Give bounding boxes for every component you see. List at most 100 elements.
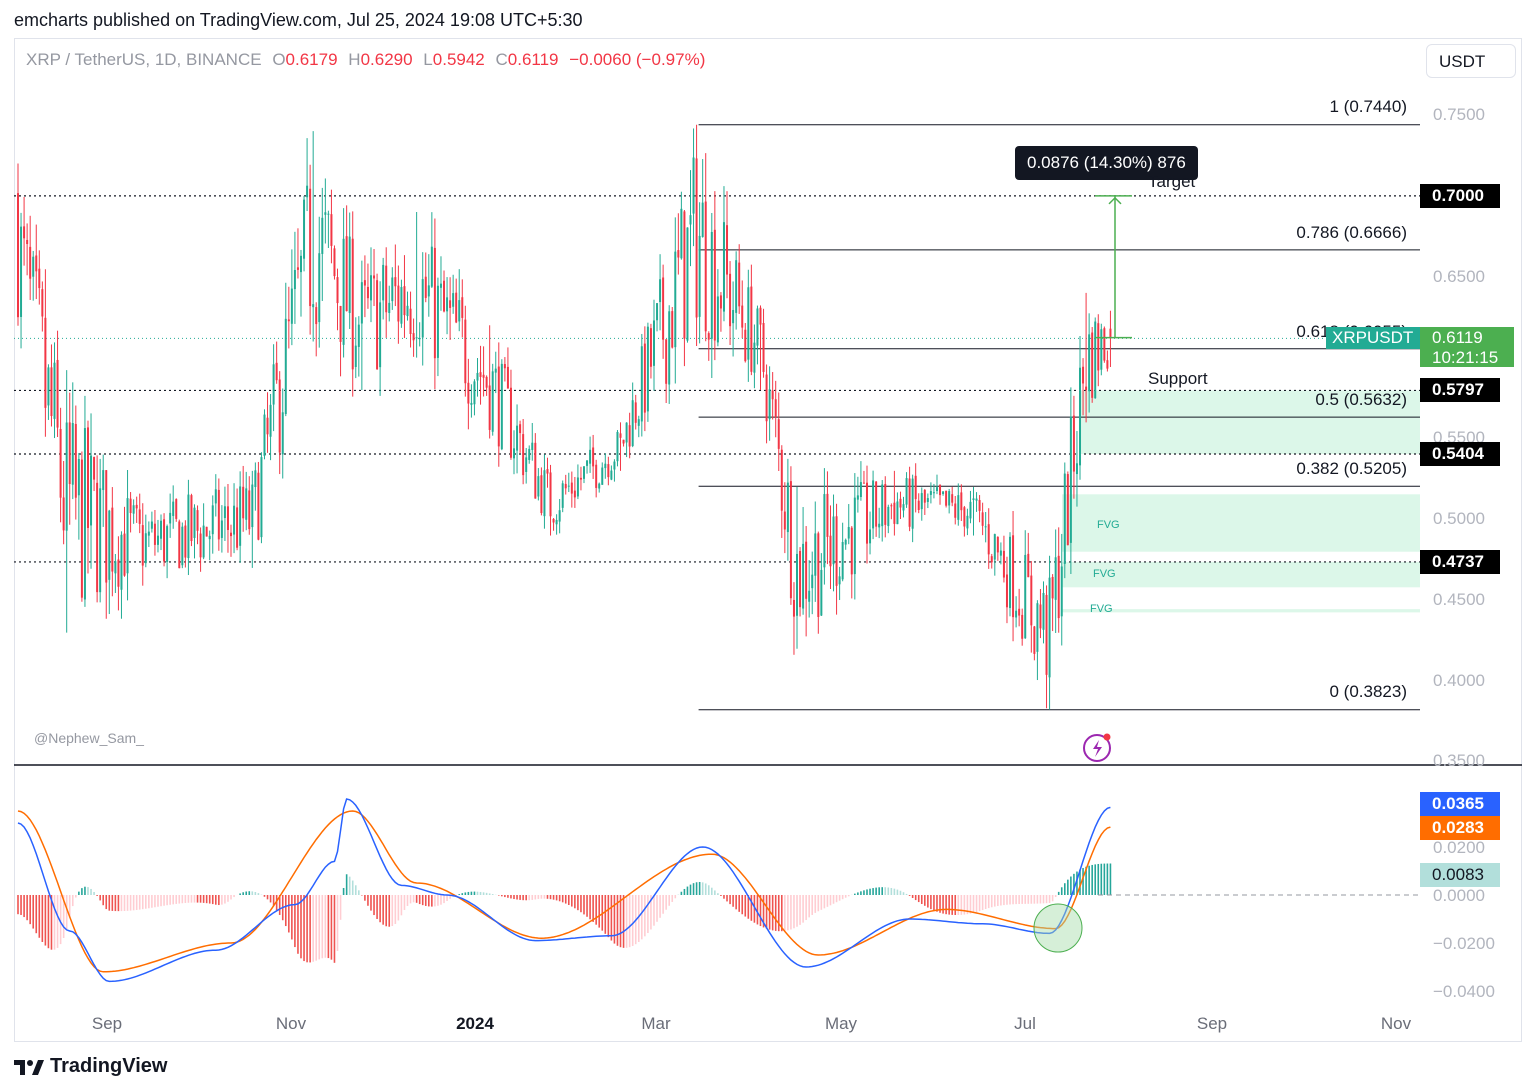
candle-body bbox=[336, 277, 339, 304]
fvg-label-2: FVG bbox=[1093, 568, 1116, 580]
candle-body bbox=[1091, 332, 1094, 398]
candle-body bbox=[163, 519, 166, 562]
candle-body bbox=[464, 319, 467, 384]
candle-body bbox=[792, 599, 795, 617]
level-tag-05797: 0.5797 bbox=[1420, 378, 1500, 402]
candle-body bbox=[494, 368, 497, 373]
level-tag-04737: 0.4737 bbox=[1420, 550, 1500, 574]
candle-body bbox=[190, 495, 193, 542]
candle-body bbox=[987, 524, 990, 555]
candle-body bbox=[38, 268, 41, 289]
fvg-label-1: FVG bbox=[1097, 519, 1120, 531]
candle-body bbox=[309, 188, 312, 307]
macd-layer bbox=[17, 798, 1112, 983]
candle-body bbox=[835, 516, 838, 586]
candle-body bbox=[540, 475, 543, 514]
candle-body bbox=[814, 533, 817, 576]
candle-body bbox=[607, 464, 610, 478]
signal-line bbox=[17, 810, 1111, 973]
candle-body bbox=[439, 283, 442, 288]
currency-button[interactable]: USDT bbox=[1426, 44, 1516, 78]
candle-body bbox=[181, 526, 184, 566]
candle-body bbox=[954, 503, 957, 518]
candle-body bbox=[543, 470, 546, 517]
candle-body bbox=[506, 366, 509, 389]
candle-body bbox=[269, 404, 272, 437]
candle-body bbox=[683, 211, 686, 339]
candle-body bbox=[896, 501, 899, 525]
candle-body bbox=[278, 379, 281, 453]
candle-body bbox=[832, 516, 835, 565]
candle-body bbox=[111, 507, 114, 572]
candle-body bbox=[169, 512, 172, 524]
candles-layer bbox=[17, 124, 1112, 710]
candle-body bbox=[859, 482, 862, 497]
price-tick-0350: 0.3500 bbox=[1433, 751, 1485, 770]
candle-body bbox=[753, 342, 756, 373]
target-label: Target bbox=[1148, 172, 1196, 191]
candle-body bbox=[783, 511, 786, 530]
candle-body bbox=[20, 226, 23, 317]
candle-body bbox=[771, 390, 774, 400]
candle-body bbox=[306, 185, 309, 198]
candle-body bbox=[1051, 576, 1054, 599]
candle-body bbox=[686, 227, 689, 341]
level-tag-0700: 0.7000 bbox=[1420, 184, 1500, 208]
candle-body bbox=[1094, 321, 1097, 399]
highlight-circle bbox=[1033, 903, 1083, 953]
candle-body bbox=[187, 494, 190, 559]
change-value: −0.0060 (−0.97%) bbox=[569, 50, 706, 69]
candle-body bbox=[1002, 550, 1005, 578]
tradingview-logo[interactable]: TradingView bbox=[14, 1055, 167, 1078]
tradingview-logo-icon bbox=[14, 1059, 44, 1075]
candle-body bbox=[105, 470, 108, 583]
candle-body bbox=[990, 556, 993, 563]
candle-body bbox=[403, 286, 406, 316]
candle-body bbox=[50, 367, 53, 417]
candle-body bbox=[214, 489, 217, 504]
bar-countdown: 10:21:15 bbox=[1432, 348, 1499, 367]
candle-body bbox=[561, 483, 564, 508]
symbol-legend: XRP / TetherUS, 1D, BINANCE O0.6179 H0.6… bbox=[26, 50, 705, 70]
low-label: L bbox=[423, 50, 433, 69]
candle-body bbox=[47, 367, 50, 406]
fib-label-0786: 0.786 (0.6666) bbox=[1296, 223, 1407, 242]
candle-body bbox=[735, 260, 738, 313]
candle-body bbox=[1082, 366, 1085, 384]
candle-body bbox=[421, 279, 424, 338]
candle-body bbox=[293, 269, 296, 290]
candle-body bbox=[945, 490, 948, 506]
candle-body bbox=[160, 520, 163, 539]
candle-body bbox=[726, 225, 729, 275]
candle-body bbox=[430, 246, 433, 287]
x-tick-sep-2024: Sep bbox=[1196, 1014, 1228, 1033]
candle-body bbox=[23, 226, 26, 239]
candle-body bbox=[1033, 626, 1036, 654]
level-tag-05404: 0.5404 bbox=[1420, 442, 1500, 466]
candle-body bbox=[537, 476, 540, 497]
fibonacci-layer bbox=[698, 124, 1420, 711]
candle-body bbox=[321, 217, 324, 254]
candle-body bbox=[610, 470, 613, 480]
candle-body bbox=[120, 534, 123, 590]
candle-body bbox=[385, 265, 388, 313]
candle-body bbox=[184, 525, 187, 558]
candle-body bbox=[917, 500, 920, 511]
candle-body bbox=[942, 491, 945, 495]
candle-body bbox=[762, 323, 765, 372]
candle-body bbox=[893, 502, 896, 524]
candle-body bbox=[999, 550, 1002, 556]
candle-body bbox=[443, 280, 446, 312]
candle-body bbox=[1005, 574, 1008, 608]
decorations-layer bbox=[14, 195, 1522, 953]
fib-label-0382: 0.382 (0.5205) bbox=[1296, 459, 1407, 478]
macd-tick-0020: 0.0200 bbox=[1433, 838, 1485, 857]
candle-body bbox=[625, 422, 628, 443]
candle-body bbox=[175, 499, 178, 519]
candle-body bbox=[935, 487, 938, 492]
candle-body bbox=[729, 273, 732, 327]
candle-body bbox=[226, 506, 229, 530]
candle-body bbox=[296, 267, 299, 270]
candle-body bbox=[522, 434, 525, 476]
